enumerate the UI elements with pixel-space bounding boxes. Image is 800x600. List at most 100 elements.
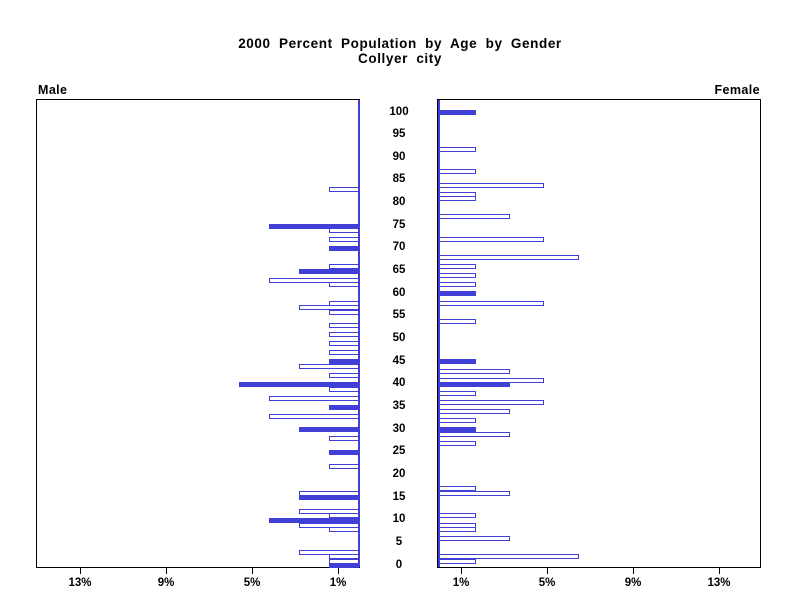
age-tick-label-5: 5 <box>395 536 403 548</box>
bar-male-age-42 <box>329 373 359 378</box>
bar-male-age-47 <box>329 350 359 355</box>
age-tick-label-70: 70 <box>392 241 406 253</box>
male-axis-tick-13% <box>80 568 81 574</box>
bar-male-age-2 <box>329 554 359 559</box>
age-tick-label-50: 50 <box>392 332 406 344</box>
bar-female-age-17 <box>439 486 476 491</box>
bar-female-age-34 <box>439 409 510 414</box>
bar-male-age-56 <box>329 310 359 315</box>
bar-female-age-8 <box>439 527 476 532</box>
age-tick-label-0: 0 <box>395 559 403 571</box>
bar-female-age-27 <box>439 441 476 446</box>
bar-female-age-72 <box>439 237 544 242</box>
male-axis-tick-label-9%: 9% <box>157 577 175 589</box>
age-tick-label-45: 45 <box>392 355 406 367</box>
female-axis-tick-label-5%: 5% <box>538 577 556 589</box>
age-tick-label-80: 80 <box>392 196 406 208</box>
age-tick-label-95: 95 <box>392 128 406 140</box>
bar-male-age-39 <box>329 387 359 392</box>
bar-male-age-51 <box>329 332 359 337</box>
bar-female-age-16 <box>439 491 510 496</box>
bar-male-age-57 <box>299 305 359 310</box>
bar-male-age-10 <box>269 518 359 523</box>
bar-female-age-6 <box>439 536 510 541</box>
age-tick-label-25: 25 <box>392 445 406 457</box>
bar-male-age-37 <box>269 396 359 401</box>
bar-male-age-66 <box>329 264 359 269</box>
male-panel-label: Male <box>38 83 68 97</box>
bar-male-age-74 <box>329 228 359 233</box>
male-axis-tick-label-5%: 5% <box>243 577 261 589</box>
chart-title: 2000 Percent Population by Age by Gender <box>238 36 562 51</box>
bar-female-age-100 <box>439 110 476 115</box>
female-panel <box>437 99 761 568</box>
age-tick-label-65: 65 <box>392 264 406 276</box>
bar-male-age-30 <box>299 427 359 432</box>
bar-female-age-87 <box>439 169 476 174</box>
bar-female-age-2 <box>439 554 579 559</box>
bar-male-age-22 <box>329 464 359 469</box>
female-axis-tick-9% <box>633 568 634 574</box>
bar-female-age-43 <box>439 369 510 374</box>
bar-male-age-49 <box>329 341 359 346</box>
age-tick-label-55: 55 <box>392 309 406 321</box>
age-tick-label-20: 20 <box>392 468 406 480</box>
bar-female-age-32 <box>439 418 476 423</box>
bar-male-age-25 <box>329 450 359 455</box>
bar-male-age-28 <box>329 436 359 441</box>
bar-male-age-45 <box>329 359 359 364</box>
bar-female-age-1 <box>439 559 476 564</box>
bar-male-age-83 <box>329 187 359 192</box>
age-tick-label-85: 85 <box>392 173 406 185</box>
bar-male-age-0 <box>329 563 359 568</box>
bar-male-age-75 <box>269 224 359 229</box>
bar-male-age-65 <box>299 269 359 274</box>
bar-male-age-72 <box>329 237 359 242</box>
male-axis-tick-label-1%: 1% <box>329 577 347 589</box>
bar-male-age-33 <box>269 414 359 419</box>
female-axis-tick-label-13%: 13% <box>707 577 731 589</box>
bar-female-age-40 <box>439 382 510 387</box>
female-axis-tick-1% <box>461 568 462 574</box>
bar-female-age-81 <box>439 196 476 201</box>
female-axis-tick-label-1%: 1% <box>452 577 470 589</box>
age-tick-label-40: 40 <box>392 377 406 389</box>
age-tick-label-30: 30 <box>392 423 406 435</box>
male-axis-tick-label-13%: 13% <box>68 577 92 589</box>
female-axis-tick-13% <box>719 568 720 574</box>
bar-female-age-11 <box>439 513 476 518</box>
chart-subtitle: Collyer city <box>358 51 442 66</box>
male-axis-tick-1% <box>338 568 339 574</box>
bar-female-age-77 <box>439 214 510 219</box>
bar-female-age-66 <box>439 264 476 269</box>
bar-male-age-15 <box>299 495 359 500</box>
bar-female-age-29 <box>439 432 510 437</box>
bar-female-age-30 <box>439 427 476 432</box>
female-zero-axis-line <box>438 100 440 567</box>
age-tick-label-100: 100 <box>389 106 409 118</box>
male-zero-axis-line <box>358 100 360 567</box>
bar-female-age-68 <box>439 255 579 260</box>
bar-female-age-36 <box>439 400 544 405</box>
bar-male-age-44 <box>299 364 359 369</box>
bar-male-age-62 <box>329 282 359 287</box>
bar-male-age-70 <box>329 246 359 251</box>
bar-female-age-54 <box>439 319 476 324</box>
bar-male-age-35 <box>329 405 359 410</box>
female-axis-tick-5% <box>547 568 548 574</box>
bar-male-age-11 <box>329 513 359 518</box>
female-axis-tick-label-9%: 9% <box>624 577 642 589</box>
age-tick-label-60: 60 <box>392 287 406 299</box>
bar-male-age-40 <box>239 382 359 387</box>
age-tick-label-15: 15 <box>392 491 406 503</box>
bar-male-age-53 <box>329 323 359 328</box>
age-tick-label-75: 75 <box>392 219 406 231</box>
age-tick-label-90: 90 <box>392 151 406 163</box>
bar-female-age-84 <box>439 183 544 188</box>
bar-female-age-64 <box>439 273 476 278</box>
bar-male-age-8 <box>329 527 359 532</box>
bar-female-age-38 <box>439 391 476 396</box>
male-axis-tick-5% <box>252 568 253 574</box>
age-tick-label-10: 10 <box>392 513 406 525</box>
